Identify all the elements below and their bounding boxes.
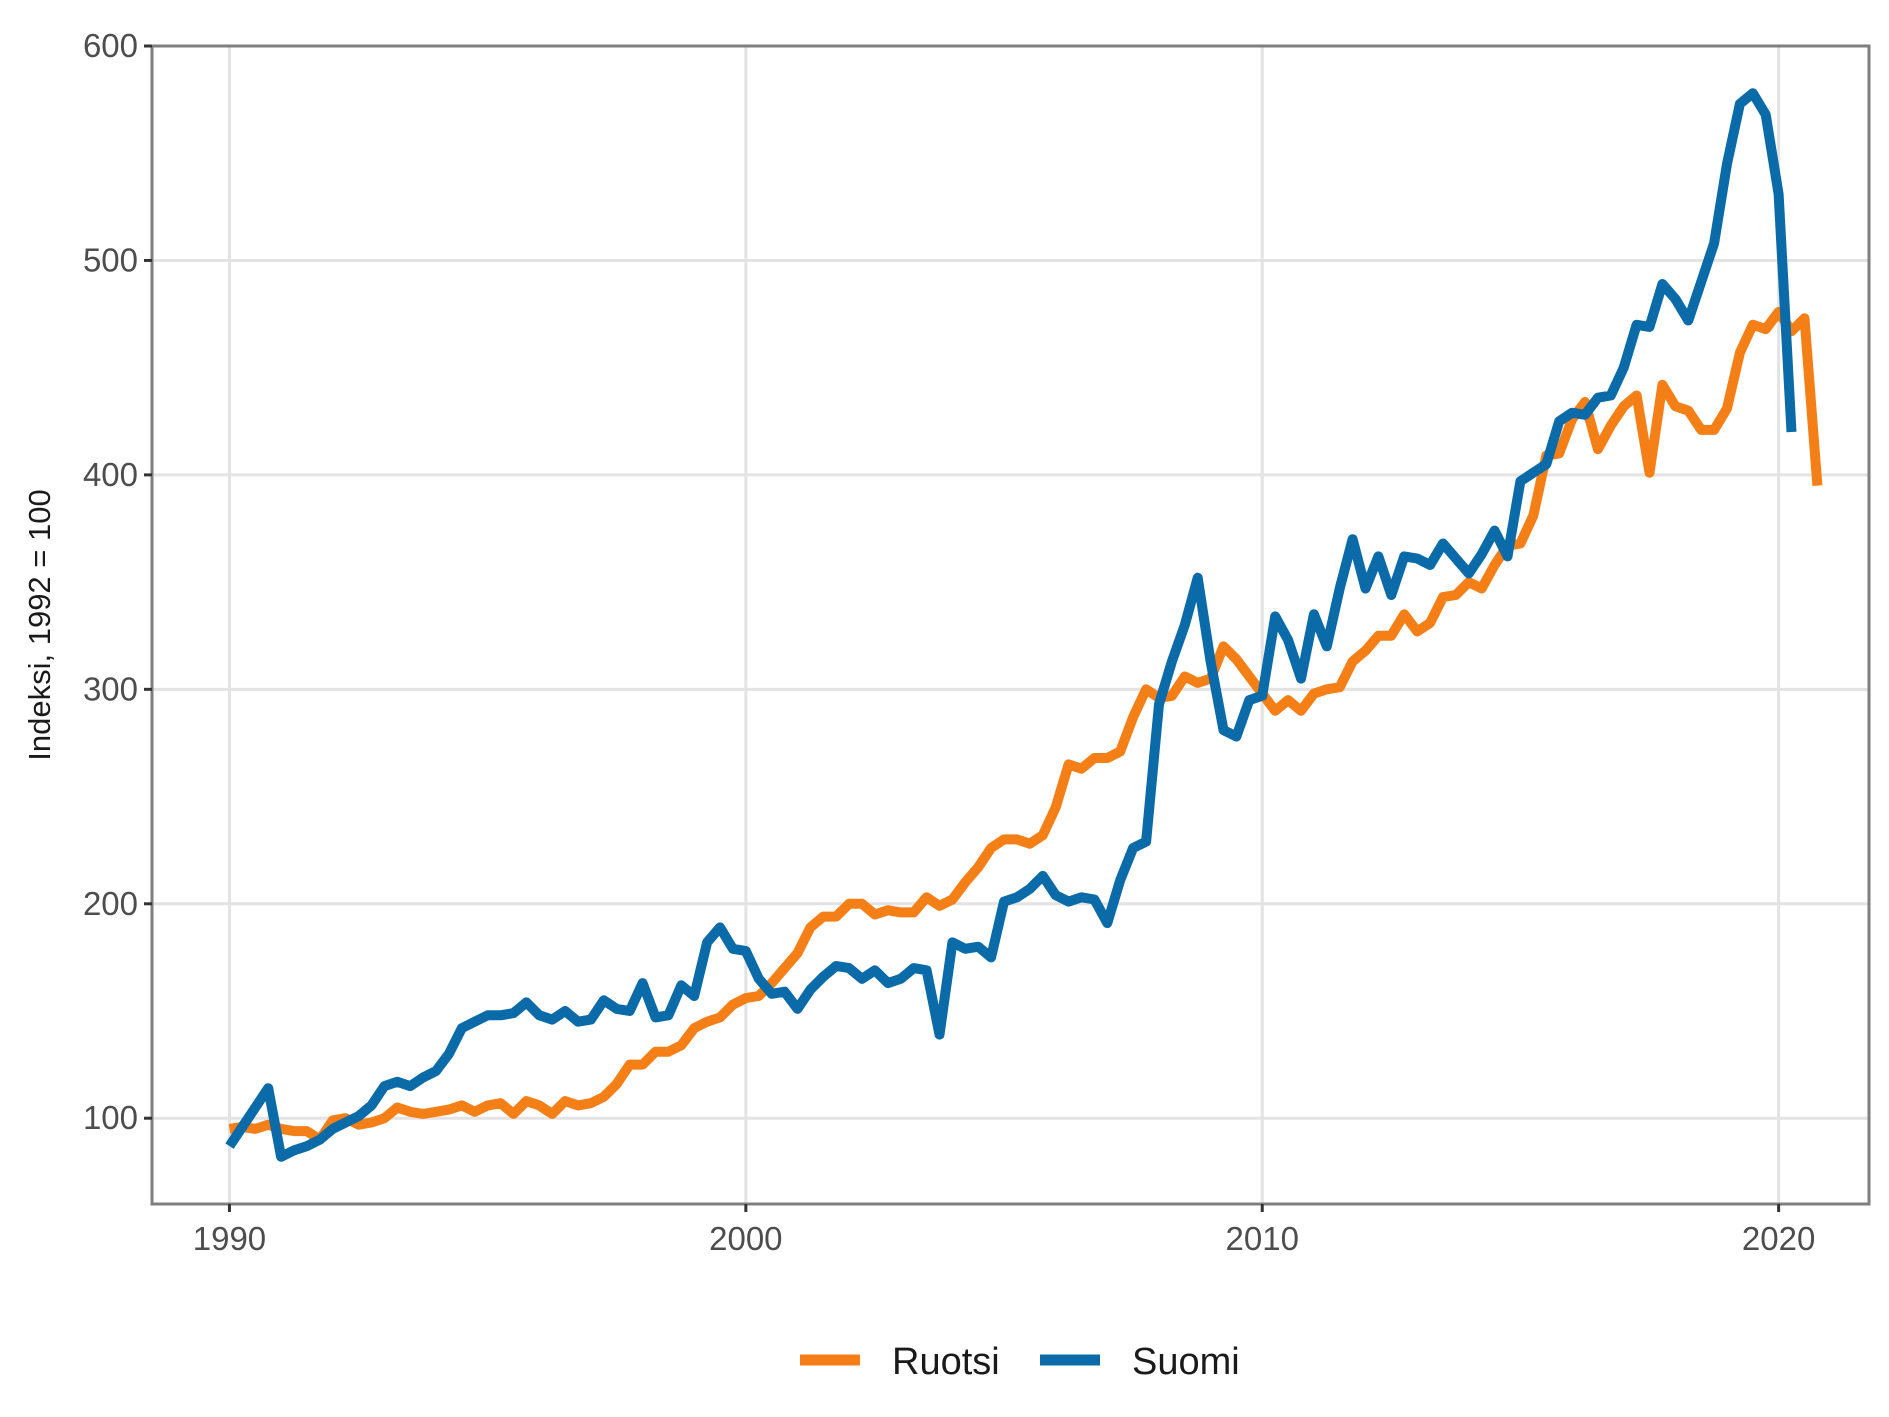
y-tick-label: 600 (83, 27, 138, 64)
y-tick-label: 500 (83, 241, 138, 278)
series-lines (225, 88, 1823, 1162)
y-axis: 100 200 300 400 500 600 (83, 27, 152, 1136)
y-tick-label: 400 (83, 456, 138, 493)
x-tick-label: 1990 (193, 1220, 266, 1257)
y-axis-title: Indeksi, 1992 = 100 (22, 489, 57, 760)
x-tick-label: 2020 (1742, 1220, 1815, 1257)
series-line-suomi (225, 88, 1797, 1162)
y-tick-label: 300 (83, 670, 138, 707)
legend-label-suomi: Suomi (1132, 1341, 1240, 1383)
legend: Ruotsi Suomi (800, 1341, 1240, 1383)
legend-label-ruotsi: Ruotsi (892, 1341, 1000, 1383)
y-tick-label: 100 (83, 1099, 138, 1136)
y-tick-label: 200 (83, 885, 138, 922)
x-axis: 1990 2000 2010 2020 (193, 1204, 1815, 1257)
plot-panel-border (150, 44, 1871, 1206)
x-tick-label: 2010 (1226, 1220, 1299, 1257)
x-tick-label: 2000 (709, 1220, 782, 1257)
